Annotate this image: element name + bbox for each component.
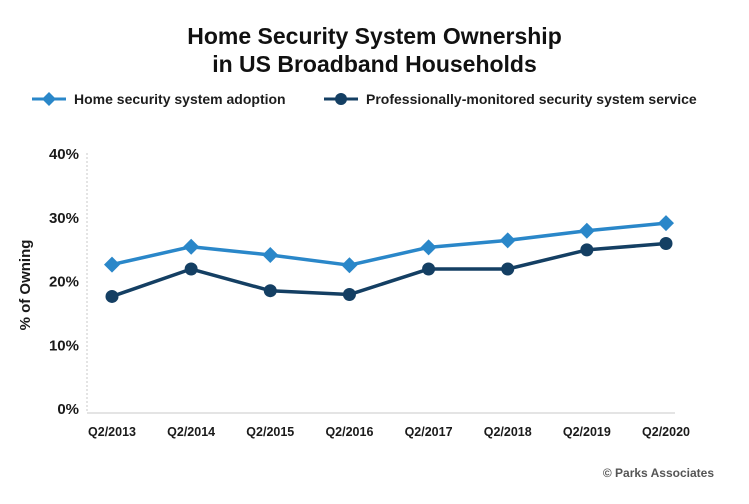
source-credit: © Parks Associates (602, 466, 714, 480)
legend-label-adoption: Home security system adoption (74, 91, 286, 107)
adoption-data-point (499, 232, 516, 249)
x-tick-label: Q2/2013 (88, 425, 136, 439)
x-tick-label: Q2/2017 (405, 425, 453, 439)
monitored-data-point (184, 262, 198, 276)
x-tick-label: Q2/2019 (563, 425, 611, 439)
adoption-data-point (262, 247, 279, 263)
monitored-data-point (659, 237, 673, 251)
x-tick-label: Q2/2015 (246, 425, 294, 439)
y-tick-label: 30% (49, 210, 79, 227)
legend-item-monitored: Professionally-monitored security system… (324, 91, 697, 107)
legend-circle-marker-icon (324, 93, 358, 105)
y-tick-label: 40% (49, 146, 79, 163)
x-tick-label: Q2/2018 (484, 425, 532, 439)
x-tick-label: Q2/2016 (325, 425, 373, 439)
monitored-data-point (422, 262, 436, 276)
legend-diamond-marker-icon (32, 92, 66, 106)
x-tick-label: Q2/2020 (642, 425, 690, 439)
monitored-data-point (105, 289, 119, 303)
adoption-data-point (183, 238, 200, 255)
y-axis-label: % of Owning (17, 240, 34, 331)
chart-title-line-2: in US Broadband Households (212, 51, 537, 77)
adoption-data-point (578, 222, 595, 239)
legend-label-monitored: Professionally-monitored security system… (366, 91, 697, 107)
adoption-data-point (658, 215, 674, 232)
adoption-data-point (420, 239, 437, 256)
series-line-2 (111, 241, 667, 299)
y-tick-label: 10% (49, 337, 79, 354)
x-tick-label: Q2/2014 (167, 425, 215, 439)
monitored-data-point (263, 284, 277, 298)
y-tick-label: 0% (57, 401, 79, 418)
legend-item-adoption: Home security system adoption (32, 91, 286, 107)
monitored-data-point (501, 262, 515, 276)
y-tick-label: 20% (49, 274, 79, 291)
series-line-1 (111, 221, 667, 267)
adoption-data-point (104, 256, 120, 273)
monitored-data-point (342, 288, 356, 302)
monitored-data-point (580, 243, 594, 257)
chart-title-line-1: Home Security System Ownership (187, 23, 562, 49)
adoption-data-point (341, 257, 358, 274)
